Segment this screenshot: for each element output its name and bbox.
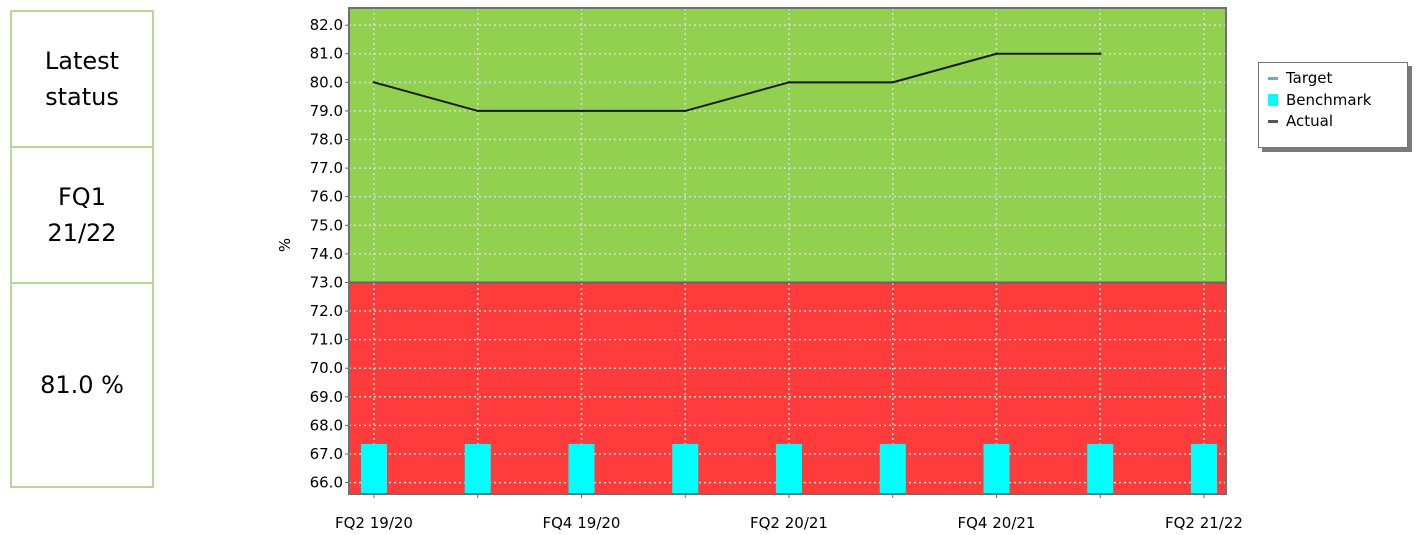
- status-period-cell: FQ1 21/22: [12, 148, 152, 284]
- green-zone: [349, 8, 1226, 283]
- actual-series-line: [373, 52, 1101, 112]
- y-tick-label: 82.0: [310, 16, 343, 34]
- status-heading-cell: Latest status: [12, 12, 152, 148]
- y-axis-label: %: [276, 238, 294, 252]
- benchmark-bar: [983, 443, 1010, 494]
- benchmark-bar: [776, 443, 802, 494]
- target-line-swatch: [1268, 76, 1278, 80]
- y-tick-label: 68.0: [310, 416, 343, 434]
- status-heading: Latest status: [44, 47, 120, 111]
- actual-point: [1099, 52, 1102, 55]
- y-tick-label: 78.0: [310, 131, 343, 149]
- actual-point: [684, 109, 687, 113]
- y-tick-label: 77.0: [310, 159, 343, 177]
- y-tick-label: 71.0: [310, 331, 343, 349]
- y-tick-label: 73.0: [310, 273, 343, 291]
- y-tick-label: 75.0: [310, 216, 343, 234]
- status-value: 81.0 %: [40, 371, 124, 399]
- x-tick-label: FQ2 20/21: [750, 514, 828, 532]
- benchmark-bar: [1087, 443, 1114, 494]
- x-tick-label: FQ2 19/20: [335, 514, 413, 532]
- legend-label-actual: Actual: [1286, 112, 1333, 130]
- x-tick-label: FQ4 19/20: [543, 514, 621, 532]
- plot-frame: [348, 7, 1227, 495]
- actual-line-swatch: [1268, 119, 1278, 123]
- legend-label-target: Target: [1286, 69, 1333, 87]
- y-tick-label: 79.0: [310, 102, 343, 120]
- actual-point: [787, 81, 791, 84]
- y-tick-label: 76.0: [310, 188, 343, 206]
- y-tick-label: 81.0: [310, 45, 343, 63]
- legend-frame: [1258, 62, 1408, 148]
- y-tick-label: 69.0: [310, 388, 343, 406]
- y-tick-label: 67.0: [310, 445, 343, 463]
- status-value-cell: 81.0 %: [12, 284, 152, 486]
- benchmark-box-swatch: [1268, 94, 1278, 106]
- actual-point: [476, 109, 479, 113]
- y-tick-label: 66.0: [310, 474, 343, 492]
- y-tick-label: 70.0: [310, 359, 343, 377]
- latest-status-panel: Latest status FQ1 21/22 81.0 %: [10, 10, 154, 488]
- status-period: FQ1 21/22: [47, 183, 117, 247]
- benchmark-bar: [464, 443, 491, 494]
- benchmark-bar: [879, 443, 906, 494]
- actual-point: [580, 109, 583, 113]
- benchmark-bar: [672, 443, 699, 494]
- x-tick-label: FQ2 21/22: [1165, 514, 1243, 532]
- actual-point: [995, 52, 998, 55]
- chart-legend: Target Benchmark Actual: [1258, 62, 1412, 152]
- benchmark-bar: [361, 443, 387, 494]
- y-tick-label: 80.0: [310, 73, 343, 91]
- actual-point: [891, 81, 894, 84]
- benchmark-bar: [568, 443, 595, 494]
- legend-item-benchmark: Benchmark: [1268, 91, 1371, 109]
- y-tick-label: 72.0: [310, 302, 343, 320]
- legend-item-actual: Actual: [1268, 112, 1333, 130]
- benchmark-bar: [1191, 443, 1217, 494]
- y-tick-label: 74.0: [310, 245, 343, 263]
- actual-point: [372, 81, 376, 84]
- legend-item-target: Target: [1268, 69, 1332, 87]
- legend-label-benchmark: Benchmark: [1286, 91, 1372, 109]
- x-tick-label: FQ4 20/21: [958, 514, 1036, 532]
